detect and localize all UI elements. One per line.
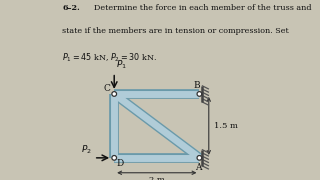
Text: $P_2$: $P_2$	[81, 144, 92, 156]
Text: A: A	[195, 163, 202, 172]
Circle shape	[197, 156, 202, 160]
Circle shape	[197, 92, 202, 96]
Text: C: C	[104, 84, 111, 93]
Text: 2 m: 2 m	[149, 176, 165, 180]
Text: $P_1 = 45$ kN, $P_2 = 30$ kN.: $P_1 = 45$ kN, $P_2 = 30$ kN.	[62, 52, 157, 64]
Text: 6–2.: 6–2.	[62, 4, 80, 12]
Text: B: B	[194, 81, 200, 90]
Text: $P_1$: $P_1$	[116, 58, 127, 71]
Text: state if the members are in tension or compression. Set: state if the members are in tension or c…	[62, 27, 289, 35]
Circle shape	[112, 156, 116, 160]
Text: Determine the force in each member of the truss and: Determine the force in each member of th…	[94, 4, 312, 12]
Text: D: D	[117, 159, 124, 168]
Circle shape	[112, 92, 116, 96]
Text: 1.5 m: 1.5 m	[214, 122, 238, 130]
